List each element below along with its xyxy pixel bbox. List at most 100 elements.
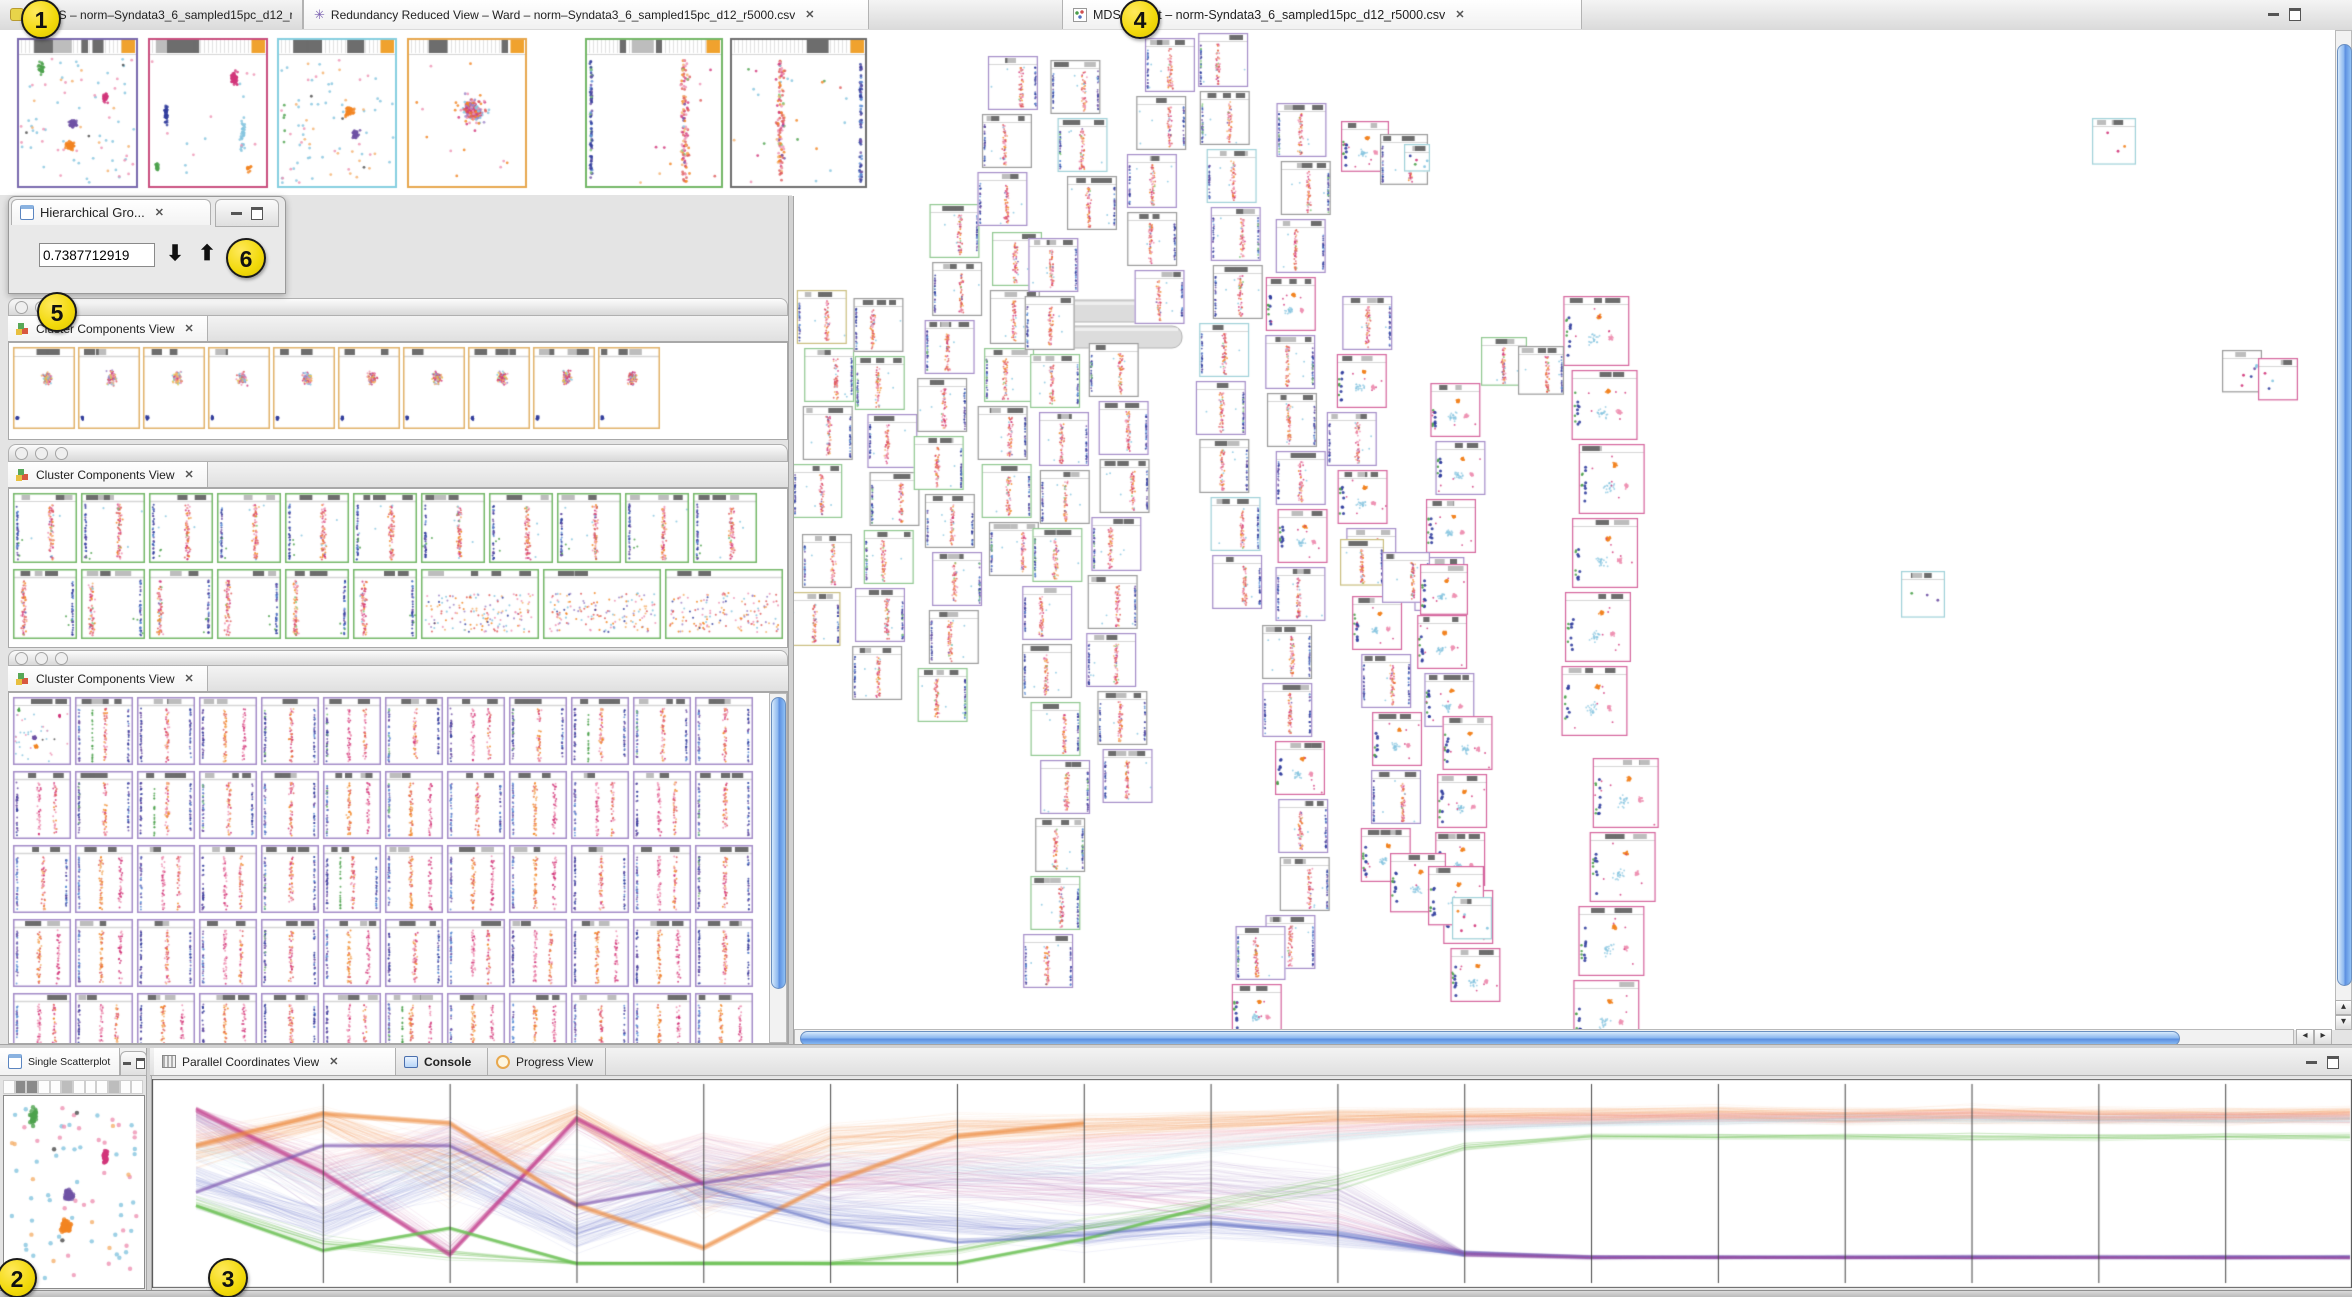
ccv-b-canvas[interactable] bbox=[9, 489, 787, 647]
mds-layout-icon bbox=[1073, 7, 1087, 22]
dimension-block[interactable] bbox=[108, 1080, 120, 1094]
dimension-block[interactable] bbox=[49, 1080, 62, 1094]
tab-cluster-components-b[interactable]: Cluster Components View ✕ bbox=[8, 462, 208, 487]
window-dot-icon[interactable] bbox=[55, 446, 68, 460]
vertical-splitter[interactable] bbox=[788, 196, 794, 1044]
close-icon[interactable]: ✕ bbox=[154, 207, 164, 219]
progress-view-label: Progress View bbox=[516, 1054, 594, 1069]
mds-vscrollbar-thumb[interactable] bbox=[2337, 44, 2352, 986]
tab-mds-editor-label: – MDS – norm–Syndata3_6_sampled15pc_d12_… bbox=[30, 7, 292, 22]
dimension-block[interactable] bbox=[14, 1080, 27, 1094]
maximize-icon[interactable] bbox=[251, 206, 263, 220]
dimension-block[interactable] bbox=[96, 1080, 109, 1094]
redundancy-view-icon: ✳ bbox=[314, 7, 325, 22]
minimize-icon[interactable] bbox=[2268, 13, 2279, 16]
ccv-c-scrollbar-thumb[interactable] bbox=[771, 697, 786, 989]
maximize-icon[interactable] bbox=[2327, 1056, 2339, 1069]
ccv-b-tabbar: Cluster Components View ✕ bbox=[8, 462, 788, 488]
window-dot-icon[interactable] bbox=[15, 446, 28, 460]
ccv-b-label: Cluster Components View bbox=[36, 467, 175, 482]
annotation-circle-3: 3 bbox=[208, 1258, 248, 1297]
cluster-components-icon bbox=[18, 322, 24, 329]
window-controls bbox=[2268, 8, 2301, 21]
parallel-coordinates-icon bbox=[162, 1055, 176, 1068]
dimension-block[interactable] bbox=[3, 1080, 15, 1094]
dimension-block[interactable] bbox=[26, 1080, 39, 1094]
tab-redundancy-reduced-view[interactable]: ✳ Redundancy Reduced View – Ward – norm–… bbox=[303, 0, 869, 29]
ccv-c-tabbar: Cluster Components View ✕ bbox=[8, 666, 788, 692]
ccv-a-canvas[interactable] bbox=[9, 343, 787, 439]
progress-view-icon bbox=[496, 1054, 510, 1069]
dimension-block[interactable] bbox=[131, 1080, 144, 1094]
close-icon[interactable]: ✕ bbox=[1455, 9, 1465, 21]
cluster-components-icon bbox=[18, 468, 24, 475]
view-window-icon bbox=[20, 205, 34, 220]
cluster-components-icon bbox=[18, 672, 24, 679]
hierarchical-dialog-tab[interactable]: Hierarchical Gro... ✕ bbox=[11, 199, 211, 225]
close-icon[interactable]: ✕ bbox=[184, 673, 194, 685]
single-minmax-box bbox=[120, 1051, 147, 1076]
window-dot-icon[interactable] bbox=[15, 300, 28, 314]
single-scatterplot-canvas[interactable] bbox=[3, 1095, 145, 1289]
tab-parallel-coordinates[interactable]: Parallel Coordinates View ✕ bbox=[154, 1048, 396, 1075]
annotation-circle-1: 1 bbox=[21, 0, 61, 39]
close-icon[interactable]: ✕ bbox=[184, 323, 194, 335]
window-dot-icon[interactable] bbox=[35, 651, 48, 665]
ccv-a-titlebar[interactable] bbox=[8, 298, 788, 316]
window-dot-icon[interactable] bbox=[15, 651, 28, 665]
dimension-block[interactable] bbox=[73, 1080, 85, 1094]
dialog-minmax-box bbox=[215, 199, 279, 227]
close-icon[interactable]: ✕ bbox=[184, 469, 194, 481]
bottom-minmax bbox=[2306, 1056, 2339, 1069]
single-scatterplot-label: Single Scatterplot View bbox=[28, 1055, 111, 1068]
ccv-b-content bbox=[8, 488, 788, 648]
bottom-vertical-splitter[interactable] bbox=[146, 1048, 152, 1290]
dimension-block[interactable] bbox=[119, 1080, 132, 1094]
dimension-block[interactable] bbox=[84, 1080, 97, 1094]
tab-single-scatterplot[interactable]: Single Scatterplot View bbox=[0, 1048, 120, 1075]
ccv-c-canvas[interactable] bbox=[9, 693, 769, 1043]
close-icon[interactable]: ✕ bbox=[805, 9, 815, 21]
redundancy-thumbnails-canvas[interactable] bbox=[0, 30, 880, 195]
view-window-icon bbox=[8, 1054, 22, 1069]
parallel-coordinates-canvas[interactable] bbox=[152, 1078, 2352, 1289]
tab-cluster-components-c[interactable]: Cluster Components View ✕ bbox=[8, 666, 208, 691]
threshold-value-field[interactable] bbox=[39, 243, 155, 267]
scroll-down-button[interactable]: ▾ bbox=[2335, 1015, 2352, 1030]
dimension-strip[interactable] bbox=[3, 1080, 144, 1094]
dimension-block[interactable] bbox=[38, 1080, 50, 1094]
tab-console[interactable]: Console bbox=[396, 1048, 488, 1075]
console-label: Console bbox=[424, 1054, 472, 1069]
window-dot-icon[interactable] bbox=[55, 651, 68, 665]
annotation-circle-5: 5 bbox=[37, 292, 77, 332]
minimize-icon[interactable] bbox=[2306, 1061, 2317, 1064]
ccv-c-titlebar[interactable] bbox=[8, 650, 788, 666]
status-bar bbox=[0, 1290, 2352, 1297]
ccv-c-label: Cluster Components View bbox=[36, 671, 175, 686]
close-icon[interactable]: ✕ bbox=[329, 1056, 339, 1068]
maximize-icon[interactable] bbox=[135, 1058, 145, 1069]
console-icon bbox=[404, 1055, 418, 1068]
window-dot-icon[interactable] bbox=[35, 446, 48, 460]
decrease-arrow-button[interactable]: ⬇ bbox=[166, 242, 184, 265]
minimize-icon[interactable] bbox=[122, 1062, 131, 1065]
maximize-icon[interactable] bbox=[2289, 8, 2301, 21]
dimension-block[interactable] bbox=[61, 1080, 74, 1094]
ccv-c-content bbox=[8, 692, 788, 1044]
mds-layout-canvas[interactable] bbox=[792, 30, 2337, 1030]
tab-redundancy-label: Redundancy Reduced View – Ward – norm–Sy… bbox=[330, 7, 796, 22]
annotation-circle-2: 2 bbox=[0, 1258, 37, 1297]
scroll-up-button[interactable]: ▴ bbox=[2335, 1000, 2352, 1015]
tab-mds-layout-label: MDS Layout – norm-Syndata3_6_sampled15pc… bbox=[1093, 7, 1446, 22]
increase-arrow-button[interactable]: ⬆ bbox=[198, 242, 216, 265]
editor-tab-strip: – MDS – norm–Syndata3_6_sampled15pc_d12_… bbox=[0, 0, 2352, 31]
tab-progress-view[interactable]: Progress View bbox=[488, 1048, 606, 1075]
annotation-circle-4: 4 bbox=[1120, 0, 1160, 39]
ccv-b-titlebar[interactable] bbox=[8, 444, 788, 462]
annotation-circle-6: 6 bbox=[226, 238, 266, 278]
ccv-a-content bbox=[8, 342, 788, 440]
parallel-coordinates-label: Parallel Coordinates View bbox=[182, 1054, 320, 1069]
minimize-icon[interactable] bbox=[231, 211, 242, 215]
tab-mds-editor[interactable]: – MDS – norm–Syndata3_6_sampled15pc_d12_… bbox=[0, 0, 303, 29]
